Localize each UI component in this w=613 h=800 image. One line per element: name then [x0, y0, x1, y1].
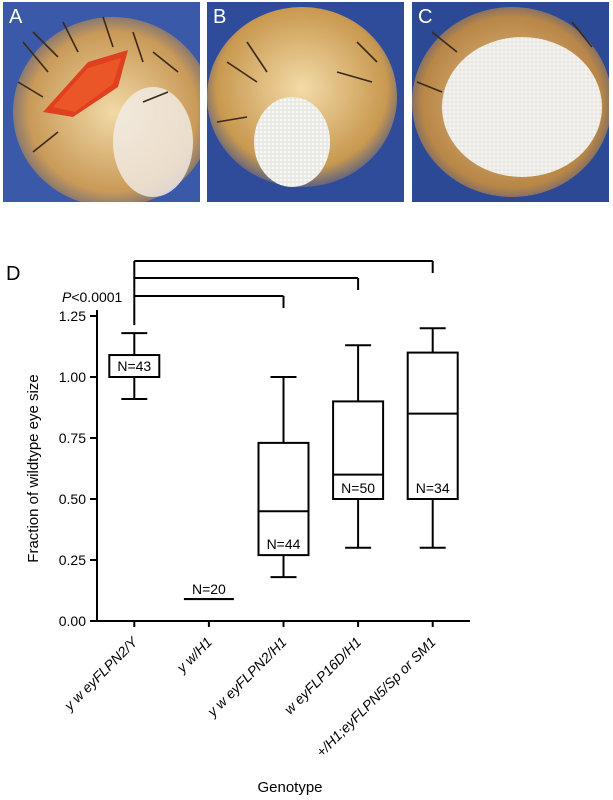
box-rect-2 [257, 441, 310, 557]
photo-b-image [207, 2, 404, 202]
box-1: N=20 [183, 581, 234, 601]
n-label-1: N=20 [192, 581, 226, 597]
x-tick-label-4: +/H1;eyFLPN5/Sp or SM1 [313, 634, 439, 760]
panel-label-c: C [418, 6, 433, 28]
n-label-3: N=50 [341, 480, 375, 496]
photo-c-image [412, 2, 609, 202]
panel-label-a: A [9, 6, 23, 28]
x-tick-label-0: y w eyFLPN2/Y [60, 633, 141, 714]
photo-panel-b: B [207, 2, 404, 202]
comparison-bracket-1 [134, 277, 360, 290]
photo-a-image [3, 2, 200, 202]
y-tick-label-4: 1.00 [59, 369, 86, 385]
x-tick-label-2: y w eyFLPN2/H1 [203, 634, 289, 720]
comparison-bracket-0 [134, 295, 285, 308]
box-rect-4 [406, 351, 459, 500]
n-label-0: N=43 [117, 358, 151, 374]
comparison-bracket-2 [134, 260, 434, 273]
x-axis-label: Genotype [257, 779, 322, 796]
photo-panel-c: C [412, 2, 609, 202]
y-tick-label-0: 0.00 [59, 613, 86, 629]
y-tick-label-2: 0.50 [59, 491, 86, 507]
box-plot-chart: D P<0.0001 Fraction of wildtype eye size… [6, 260, 470, 796]
photo-panel-a: A [3, 2, 200, 202]
significance-label: P<0.0001 [62, 289, 123, 305]
y-tick-label-1: 0.25 [59, 552, 86, 568]
box-2: N=44 [257, 376, 310, 579]
box-0: N=43 [108, 332, 161, 400]
box-3: N=50 [332, 344, 385, 549]
n-label-4: N=34 [416, 480, 450, 496]
n-label-2: N=44 [267, 536, 301, 552]
panel-label-b: B [213, 6, 227, 28]
box-rect-3 [332, 400, 385, 500]
y-tick-label-3: 0.75 [59, 430, 86, 446]
box-4: N=34 [406, 327, 459, 549]
x-tick-label-3: w eyFLP16D/H1 [281, 634, 364, 717]
panel-label-d: D [6, 263, 20, 285]
significance-rest: <0.0001 [71, 289, 122, 305]
x-tick-label-1: y w/H1 [173, 634, 215, 676]
y-tick-label-5: 1.25 [59, 308, 86, 324]
y-axis-label: Fraction of wildtype eye size [25, 374, 42, 562]
